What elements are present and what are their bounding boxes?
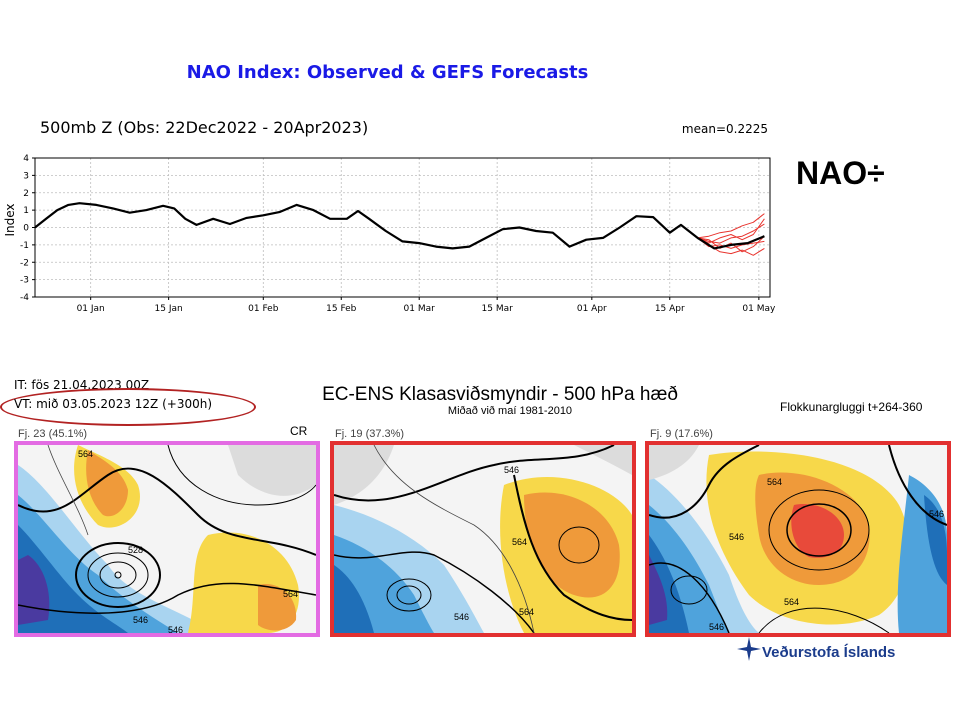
- svg-text:546: 546: [133, 615, 148, 625]
- y-axis-label: Index: [3, 203, 17, 236]
- chart-axes: -4 -3 -2 -1 0 1 2 3 4 01 Jan 15 Jan 01 Feb 15 Feb 01 …: [20, 154, 776, 314]
- chart-main-title: NAO Index: Observed & GEFS Forecasts: [186, 62, 589, 83]
- svg-text:564: 564: [283, 589, 298, 599]
- cr-label: CR: [290, 424, 308, 438]
- cluster-map-2: 546 564 546 564: [330, 441, 636, 637]
- valid-time-text: VT: mið 03.05.2023 12Z (+300h): [14, 397, 213, 411]
- ensemble-title: EC-ENS Klasasviðsmyndir - 500 hPa hæð: [322, 384, 678, 405]
- svg-text:564: 564: [767, 477, 782, 487]
- nao-index-chart: 500mb Z (Obs: 22Dec2022 - 20Apr2023) mea…: [3, 118, 776, 314]
- nao-negative-label: NAO÷: [796, 155, 885, 191]
- svg-text:528: 528: [128, 545, 143, 555]
- x-tick-label: 15 Apr: [655, 304, 685, 314]
- x-tick-label: 01 Apr: [577, 304, 607, 314]
- forecast-member-line: [697, 237, 765, 249]
- chart-series: [34, 202, 765, 256]
- x-tick-label: 01 Mar: [404, 304, 436, 314]
- vedurstofa-logo-text: Veðurstofa Íslands: [762, 644, 896, 661]
- x-tick-label: 15 Feb: [326, 304, 357, 314]
- svg-text:564: 564: [519, 607, 534, 617]
- svg-text:546: 546: [729, 532, 744, 542]
- y-tick-label: 0: [23, 224, 29, 234]
- cluster-label-1: Fj. 23 (45.1%): [18, 428, 88, 440]
- svg-text:546: 546: [504, 465, 519, 475]
- forecast-member-line: [697, 218, 765, 244]
- y-tick-label: -2: [20, 258, 29, 268]
- cluster-map-1: 528 546 546 564 564: [14, 441, 320, 637]
- svg-text:546: 546: [454, 612, 469, 622]
- chart-grid: [35, 157, 770, 298]
- cluster-window-text: Flokkunargluggi t+264-360: [780, 400, 923, 414]
- ensemble-subtitle: Miðað við maí 1981-2010: [447, 405, 573, 417]
- x-tick-label: 01 Jan: [77, 304, 105, 314]
- vt-highlight-ellipse: [0, 388, 256, 426]
- x-tick-label: 01 May: [742, 304, 776, 314]
- x-tick-label: 01 Feb: [248, 304, 279, 314]
- y-tick-label: 2: [23, 189, 29, 199]
- cluster-map-3: 546 564 546 564 546: [645, 441, 951, 637]
- y-tick-label: 4: [23, 154, 29, 164]
- y-tick-label: 3: [23, 171, 29, 181]
- forecast-member-line: [697, 213, 765, 239]
- svg-text:546: 546: [929, 509, 944, 519]
- svg-text:564: 564: [78, 449, 93, 459]
- y-tick-label: 1: [23, 206, 29, 216]
- svg-text:564: 564: [512, 537, 527, 547]
- cluster-label-3: Fj. 9 (17.6%): [650, 428, 713, 440]
- cluster-label-2: Fj. 19 (37.3%): [335, 428, 405, 440]
- forecast-member-line: [697, 223, 765, 244]
- chart-mean-label: mean=0.2225: [682, 122, 768, 136]
- forecast-member-line: [697, 235, 765, 253]
- y-tick-label: -3: [20, 276, 29, 286]
- vedurstofa-logo-icon: [737, 637, 761, 661]
- svg-text:564: 564: [784, 597, 799, 607]
- svg-text:546: 546: [709, 622, 724, 632]
- observed-nao-line: [34, 202, 765, 250]
- x-tick-label: 15 Jan: [155, 304, 183, 314]
- svg-text:546: 546: [168, 625, 183, 633]
- chart-subtitle: 500mb Z (Obs: 22Dec2022 - 20Apr2023): [40, 118, 368, 137]
- x-tick-label: 15 Mar: [482, 304, 514, 314]
- y-tick-label: -1: [20, 241, 29, 251]
- y-tick-label: -4: [20, 293, 29, 303]
